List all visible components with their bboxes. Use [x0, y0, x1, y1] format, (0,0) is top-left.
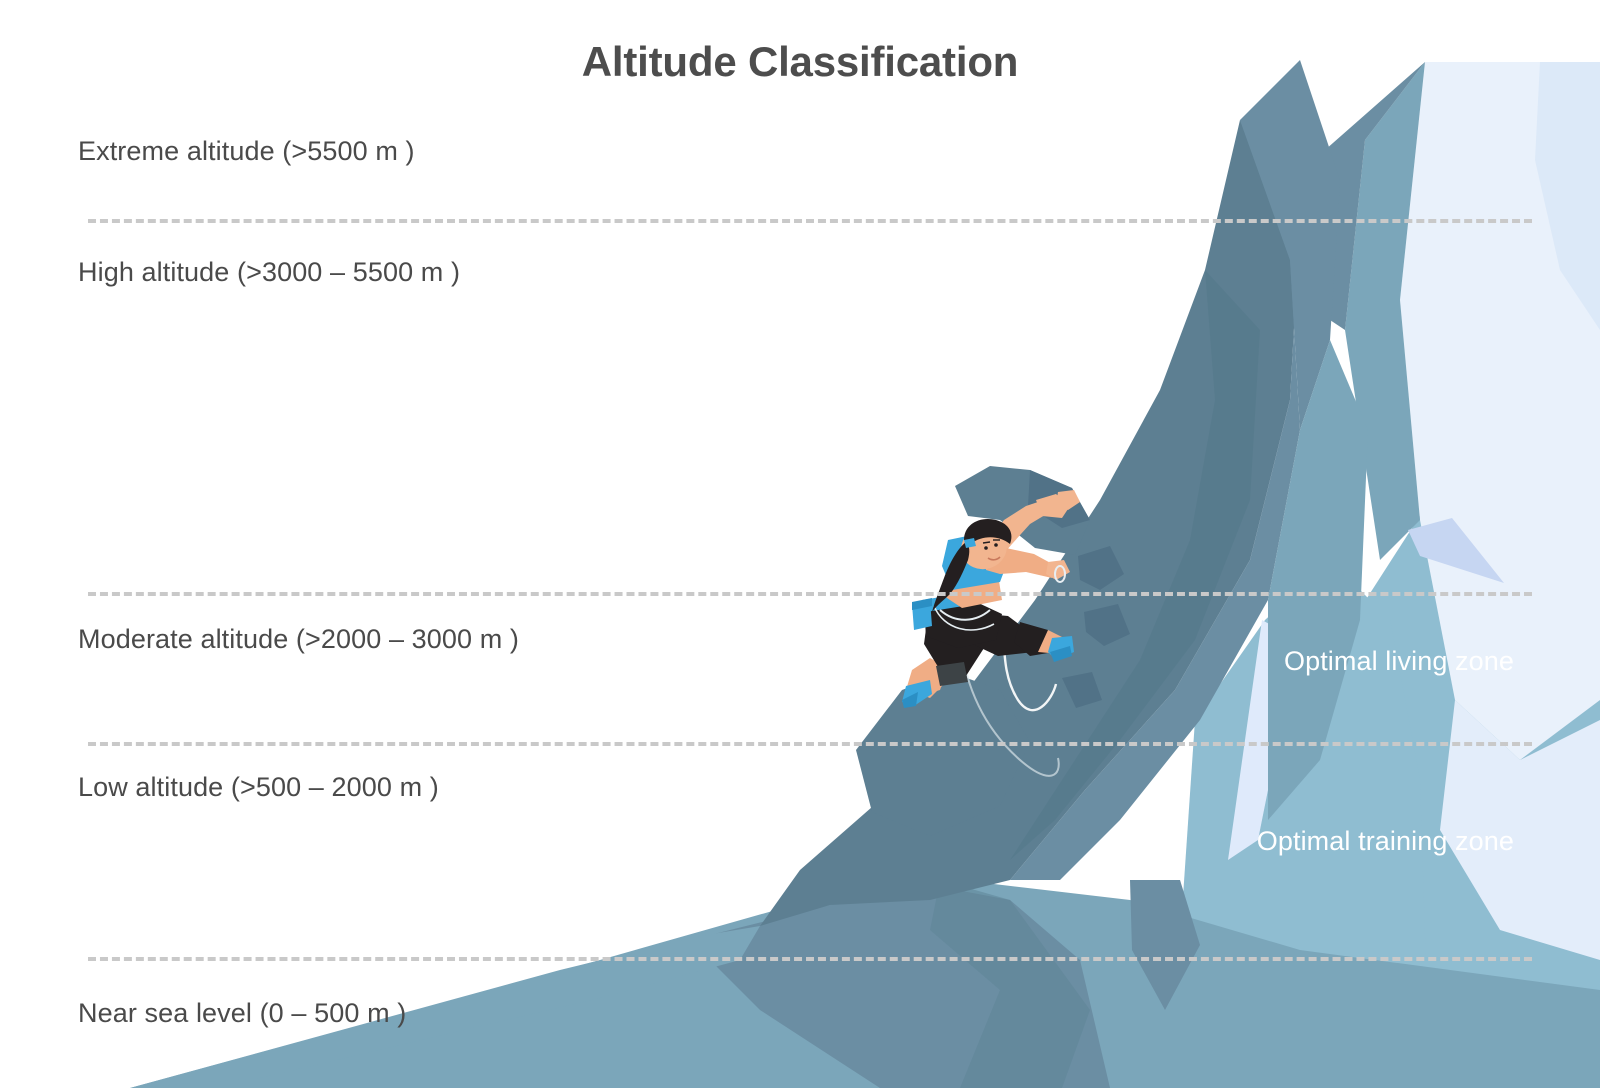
climber-figure [902, 490, 1080, 777]
climber-eye-left [984, 546, 988, 550]
base-fold-shadow [930, 880, 1090, 1088]
cliff-inner-shadow [1010, 270, 1260, 860]
zone-label-optimal-training: Optimal training zone [1256, 826, 1514, 856]
climber-eye-right [994, 543, 998, 547]
band-label-moderate-altitude: Moderate altitude (>2000 – 3000 m ) [78, 624, 520, 654]
carabiner [1054, 565, 1066, 583]
climber-mouth [987, 556, 1001, 561]
climber-kneepad-back [936, 662, 968, 686]
snow-ridge-lower-right [1440, 700, 1600, 960]
climber-hair [964, 518, 1012, 544]
divider-line-2000 [88, 742, 1532, 746]
climbing-rope-lower [959, 639, 1060, 777]
snow-cap-facet [1535, 62, 1600, 330]
climber-hand-right [1056, 490, 1080, 510]
rock-spur-a [1078, 546, 1124, 590]
cliff-lower-nose [856, 672, 1030, 836]
band-label-near-sea-level: Near sea level (0 – 500 m ) [78, 998, 407, 1028]
climber-shoe-front-sole [1050, 646, 1072, 662]
climber-ponytail-tie [964, 538, 976, 548]
climber-brow-left [982, 541, 991, 544]
snow-triangle-accent [1408, 518, 1504, 583]
base-notch [1130, 880, 1200, 1010]
divider-line-3000 [88, 592, 1532, 596]
divider-line-500 [88, 957, 1532, 961]
zone-label-optimal-living: Optimal living zone [1283, 646, 1514, 676]
band-label-high-altitude: High altitude (>3000 – 5500 m ) [78, 257, 461, 287]
rock-spur-b [1084, 604, 1130, 646]
harness-loop-2 [933, 605, 995, 631]
divider-line-5500 [88, 219, 1532, 223]
cliff-right-shoulder [1268, 340, 1368, 820]
rock-spur-c [1062, 672, 1102, 708]
snow-cap-main [1400, 62, 1600, 760]
band-label-extreme-altitude: Extreme altitude (>5500 m ) [78, 136, 415, 166]
page-title: Altitude Classification [581, 38, 1019, 85]
cliff-upper-taper [1240, 60, 1340, 430]
harness-loop [939, 609, 991, 621]
band-label-low-altitude: Low altitude (>500 – 2000 m ) [78, 772, 439, 802]
base-left-edge [130, 926, 760, 1088]
chalk-bag-top [912, 598, 932, 610]
climber-shoe-back-sole [902, 692, 918, 708]
cliff-main-dark [760, 120, 1300, 926]
